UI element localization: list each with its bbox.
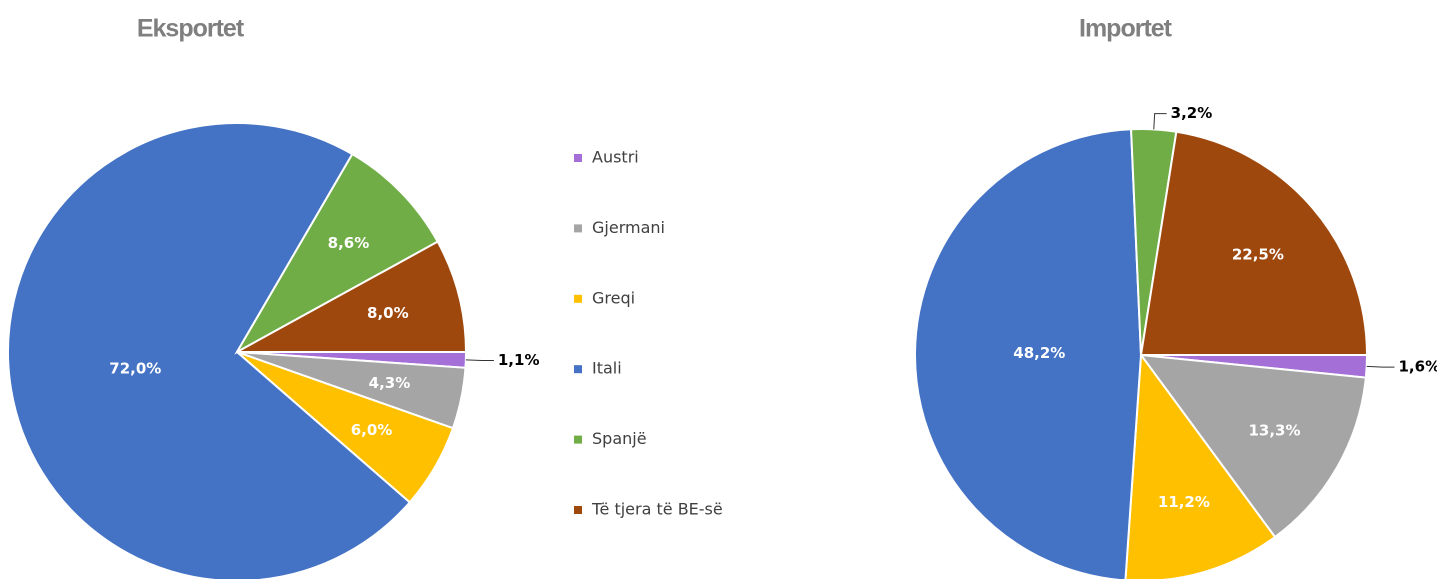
- chart-title: Eksportet: [137, 15, 245, 43]
- pie-slice: [234, 152, 440, 355]
- legend-label: Itali: [592, 359, 622, 378]
- leader-line: [1153, 113, 1167, 130]
- pie-slice: [914, 128, 1143, 579]
- chart-title: Importet: [1079, 15, 1173, 43]
- leader-line: [465, 359, 494, 361]
- data-label: 48,2%: [1013, 344, 1065, 362]
- legend-label: Austri: [592, 148, 639, 167]
- data-label: 72,0%: [109, 359, 161, 377]
- pie-slice: [1139, 130, 1369, 356]
- pie-slice: [1124, 352, 1277, 579]
- data-label: 8,6%: [328, 234, 370, 252]
- legend-label: Të tjera të BE-së: [591, 500, 723, 519]
- data-label: 4,3%: [369, 374, 411, 392]
- legend-swatch: [574, 365, 582, 374]
- data-label: 1,1%: [498, 351, 540, 369]
- data-label: 22,5%: [1232, 246, 1284, 264]
- legend-label: Greqi: [592, 288, 635, 307]
- data-label: 13,3%: [1248, 422, 1300, 440]
- leader-line: [1366, 365, 1395, 368]
- pie-slice: [236, 240, 468, 353]
- legend-swatch: [574, 506, 582, 514]
- legend-label: Gjermani: [592, 218, 665, 237]
- data-label: 3,2%: [1171, 104, 1213, 122]
- data-label: 1,6%: [1399, 358, 1437, 376]
- data-label: 6,0%: [351, 421, 393, 439]
- pie-slice: [7, 122, 412, 579]
- data-label: 8,0%: [367, 304, 409, 322]
- legend-swatch: [574, 224, 582, 233]
- data-label: 11,2%: [1158, 493, 1210, 511]
- legend-swatch: [574, 294, 582, 303]
- legend-swatch: [574, 435, 582, 444]
- pie-slice: [1138, 353, 1367, 539]
- legend-label: Spanjë: [592, 429, 647, 448]
- legend-swatch: [574, 154, 582, 162]
